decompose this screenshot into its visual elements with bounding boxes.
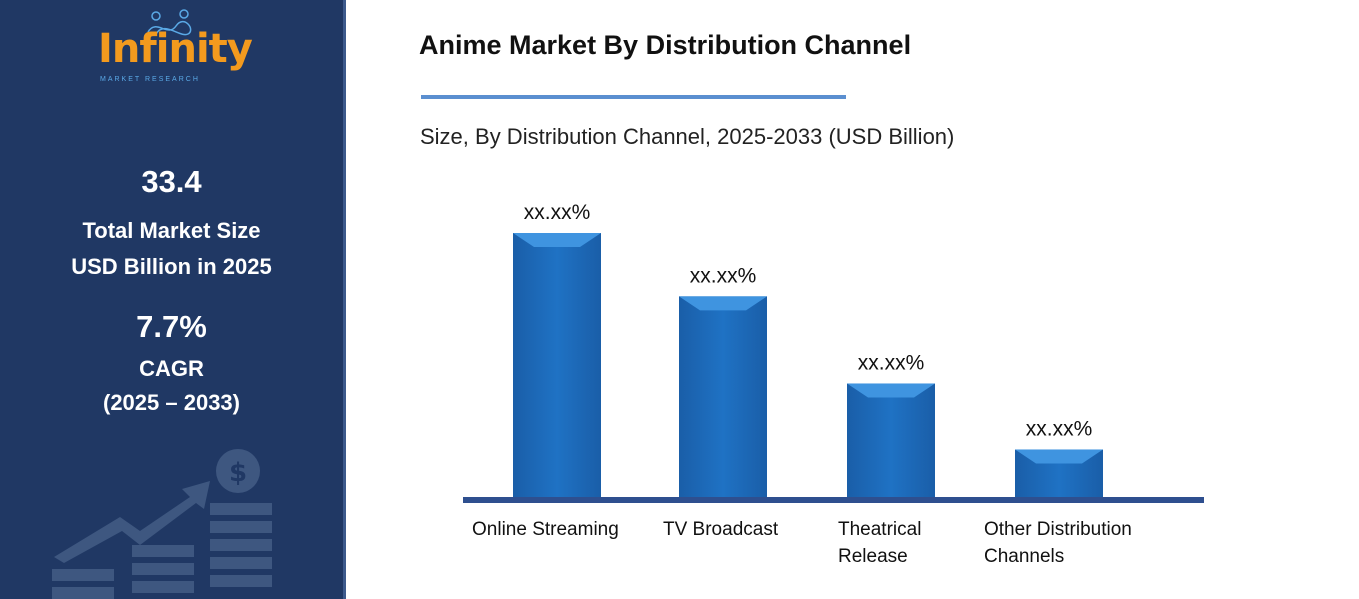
data-label-3: xx.xx%	[1026, 417, 1093, 440]
bar-2	[847, 383, 935, 497]
category-label-2: Theatrical Release	[838, 519, 922, 567]
cagr-value: 7.7%	[136, 309, 207, 344]
chart-subtitle: Size, By Distribution Channel, 2025-2033…	[420, 124, 955, 149]
bar-1	[679, 296, 767, 497]
infinity-logo: Infinity MARKET RESEARCH	[98, 8, 253, 88]
title-underline	[421, 95, 846, 99]
data-label-2: xx.xx%	[858, 351, 925, 374]
market-size-value: 33.4	[141, 164, 202, 199]
logo-figures-icon	[147, 9, 192, 36]
logo-word: Infinity	[98, 26, 253, 72]
growth-chart-icon: $	[52, 449, 272, 599]
cagr-label: CAGR	[139, 356, 204, 381]
bar-bevel-0	[513, 233, 601, 247]
category-label-3: Other Distribution Channels	[984, 519, 1132, 567]
category-label-0: Online Streaming	[472, 519, 619, 540]
chart-title: Anime Market By Distribution Channel	[419, 30, 912, 60]
logo-subtitle: MARKET RESEARCH	[100, 76, 200, 83]
bar-bevel-3	[1015, 449, 1103, 464]
svg-text:$: $	[229, 458, 247, 488]
market-size-label: Total Market Size	[82, 218, 261, 243]
market-size-unit: USD Billion in 2025	[71, 254, 272, 279]
bar-0	[513, 233, 601, 497]
data-label-0: xx.xx%	[524, 201, 591, 224]
bar-bevel-2	[847, 383, 935, 398]
category-label-1: TV Broadcast	[663, 519, 779, 540]
data-label-1: xx.xx%	[690, 264, 757, 287]
baseline	[463, 497, 1204, 503]
bar-bevel-1	[679, 296, 767, 311]
sidebar: Infinity MARKET RESEARCH 33.4 Total Mark…	[0, 0, 346, 599]
cagr-period: (2025 – 2033)	[103, 390, 240, 415]
